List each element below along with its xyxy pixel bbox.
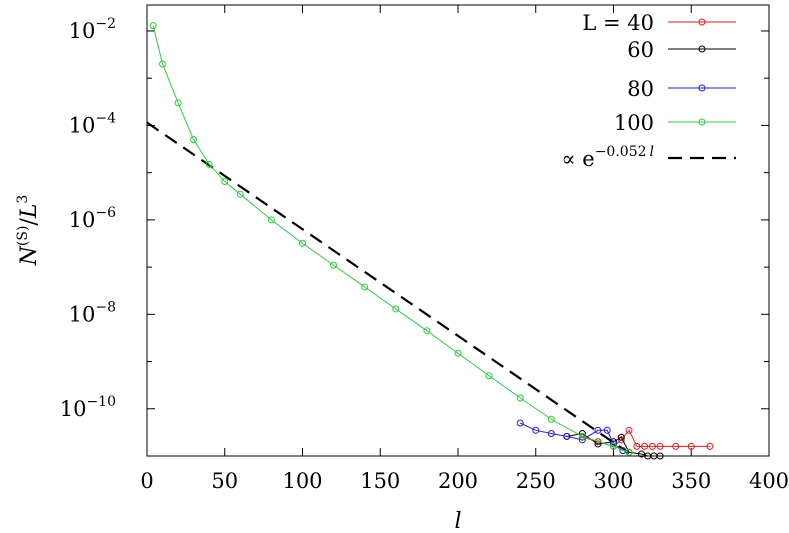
data-point <box>563 432 571 440</box>
data-point <box>637 450 645 458</box>
fit-symbol: ∝ e <box>561 147 594 171</box>
legend: L = 40 60 80 100 ∝ e−0.052 l <box>561 11 736 171</box>
x-tick-label: 300 <box>593 469 633 493</box>
y-tick-exponent: −8 <box>95 299 116 315</box>
data-point <box>516 394 524 402</box>
y-tick-base: 10 <box>69 302 96 326</box>
y-tick-exponent: −4 <box>95 110 116 126</box>
y-tick-label: 10−6 <box>69 205 116 232</box>
data-point <box>641 442 649 450</box>
legend-marker <box>698 84 706 92</box>
data-point <box>687 442 695 450</box>
x-tick-label: 350 <box>671 469 711 493</box>
data-point <box>656 452 664 460</box>
series-3 <box>149 22 633 456</box>
y-tick-exponent: −10 <box>86 394 116 410</box>
data-point <box>330 261 338 269</box>
y-tick-base: 10 <box>69 19 96 43</box>
legend-label: 80 <box>627 77 654 101</box>
legend-label: 100 <box>614 111 654 135</box>
x-tick-label: 50 <box>211 469 238 493</box>
data-point <box>532 426 540 434</box>
data-point <box>706 442 714 450</box>
legend-marker <box>698 45 706 53</box>
data-point <box>633 442 641 450</box>
data-point <box>672 442 680 450</box>
data-point <box>299 239 306 247</box>
fit-line <box>146 121 630 455</box>
y-tick-label: 10−10 <box>60 394 116 421</box>
x-tick-label: 0 <box>140 469 153 493</box>
series-2 <box>516 419 627 455</box>
x-tick-label: 150 <box>360 469 400 493</box>
x-axis-ticks: 0 50 100 150 200 250 300 350 400 <box>140 5 789 493</box>
data-point <box>648 442 656 450</box>
y-tick-exponent: −6 <box>95 205 116 221</box>
x-tick-label: 400 <box>749 469 789 493</box>
y-tick-base: 10 <box>69 208 96 232</box>
data-point <box>617 433 625 441</box>
svg-text:N(S)/L3: N(S)/L3 <box>15 195 42 267</box>
y-tick-label: 10−8 <box>69 299 116 326</box>
data-point <box>221 177 229 185</box>
legend-marker <box>698 118 706 126</box>
data-point <box>625 426 633 434</box>
data-point <box>267 216 275 224</box>
data-point <box>656 442 664 450</box>
data-point <box>159 60 167 68</box>
data-point <box>610 442 617 450</box>
data-point <box>516 419 524 427</box>
y-tick-label: 10−4 <box>69 110 116 137</box>
data-point <box>236 190 244 198</box>
x-tick-label: 200 <box>438 469 478 493</box>
data-point <box>610 440 617 448</box>
x-axis-label: l <box>454 509 461 533</box>
data-point <box>149 22 157 30</box>
legend-label: 60 <box>627 38 654 62</box>
data-point <box>454 349 462 357</box>
legend-marker <box>698 18 706 26</box>
data-point <box>174 99 182 107</box>
fit-exponent: −0.052 <box>595 144 647 160</box>
plot-frame <box>146 4 770 457</box>
y-tick-base: 10 <box>69 113 96 137</box>
x-tick-label: 100 <box>282 469 322 493</box>
data-point <box>603 426 611 434</box>
data-point <box>610 438 617 446</box>
y-axis-label: N(S)/L3 <box>15 195 42 267</box>
fit-layer <box>146 121 630 455</box>
data-point <box>485 372 493 380</box>
y-tick-base: 10 <box>60 397 87 421</box>
data-point <box>547 415 555 423</box>
data-point <box>423 327 431 335</box>
data-point <box>392 305 400 313</box>
y-tick-exponent: −2 <box>95 16 116 32</box>
data-point <box>205 160 213 168</box>
data-point <box>625 448 633 456</box>
y-axis-ticks: 10−210−410−610−810−10 <box>60 16 769 457</box>
data-point <box>594 426 602 434</box>
series-line <box>152 25 630 453</box>
data-point <box>190 136 198 144</box>
legend-label-fit: ∝ e−0.052 l <box>561 144 654 171</box>
legend-label: L = 40 <box>582 11 654 35</box>
data-point <box>547 429 555 437</box>
x-tick-label: 250 <box>516 469 556 493</box>
data-point <box>578 432 586 440</box>
data-point <box>361 283 369 291</box>
fit-exponent-var: l <box>650 144 654 160</box>
series-layer <box>149 22 714 460</box>
y-tick-label: 10−2 <box>69 16 116 43</box>
